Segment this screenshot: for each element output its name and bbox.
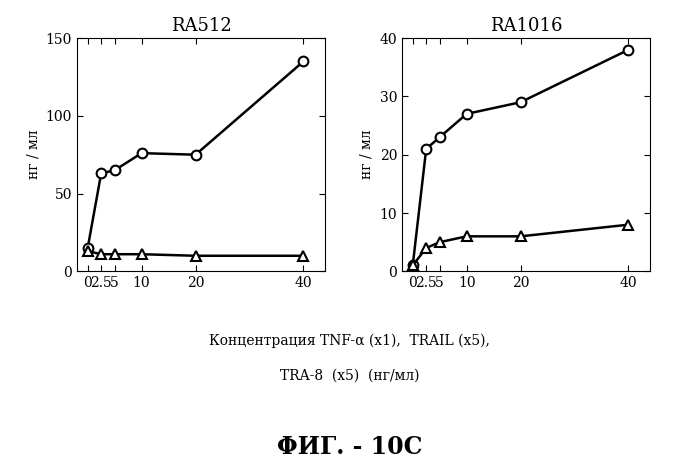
Text: TRA-8  (x5)  (нг/мл): TRA-8 (x5) (нг/мл) (280, 369, 419, 383)
Text: Концентрация TNF-α (x1),  TRAIL (x5),: Концентрация TNF-α (x1), TRAIL (x5), (209, 333, 490, 347)
Text: ΦИГ. - 10C: ΦИГ. - 10C (277, 436, 422, 459)
Y-axis label: нг / мл: нг / мл (26, 130, 40, 179)
Title: RA1016: RA1016 (490, 17, 562, 35)
Title: RA512: RA512 (171, 17, 231, 35)
Y-axis label: нг / мл: нг / мл (360, 130, 374, 179)
